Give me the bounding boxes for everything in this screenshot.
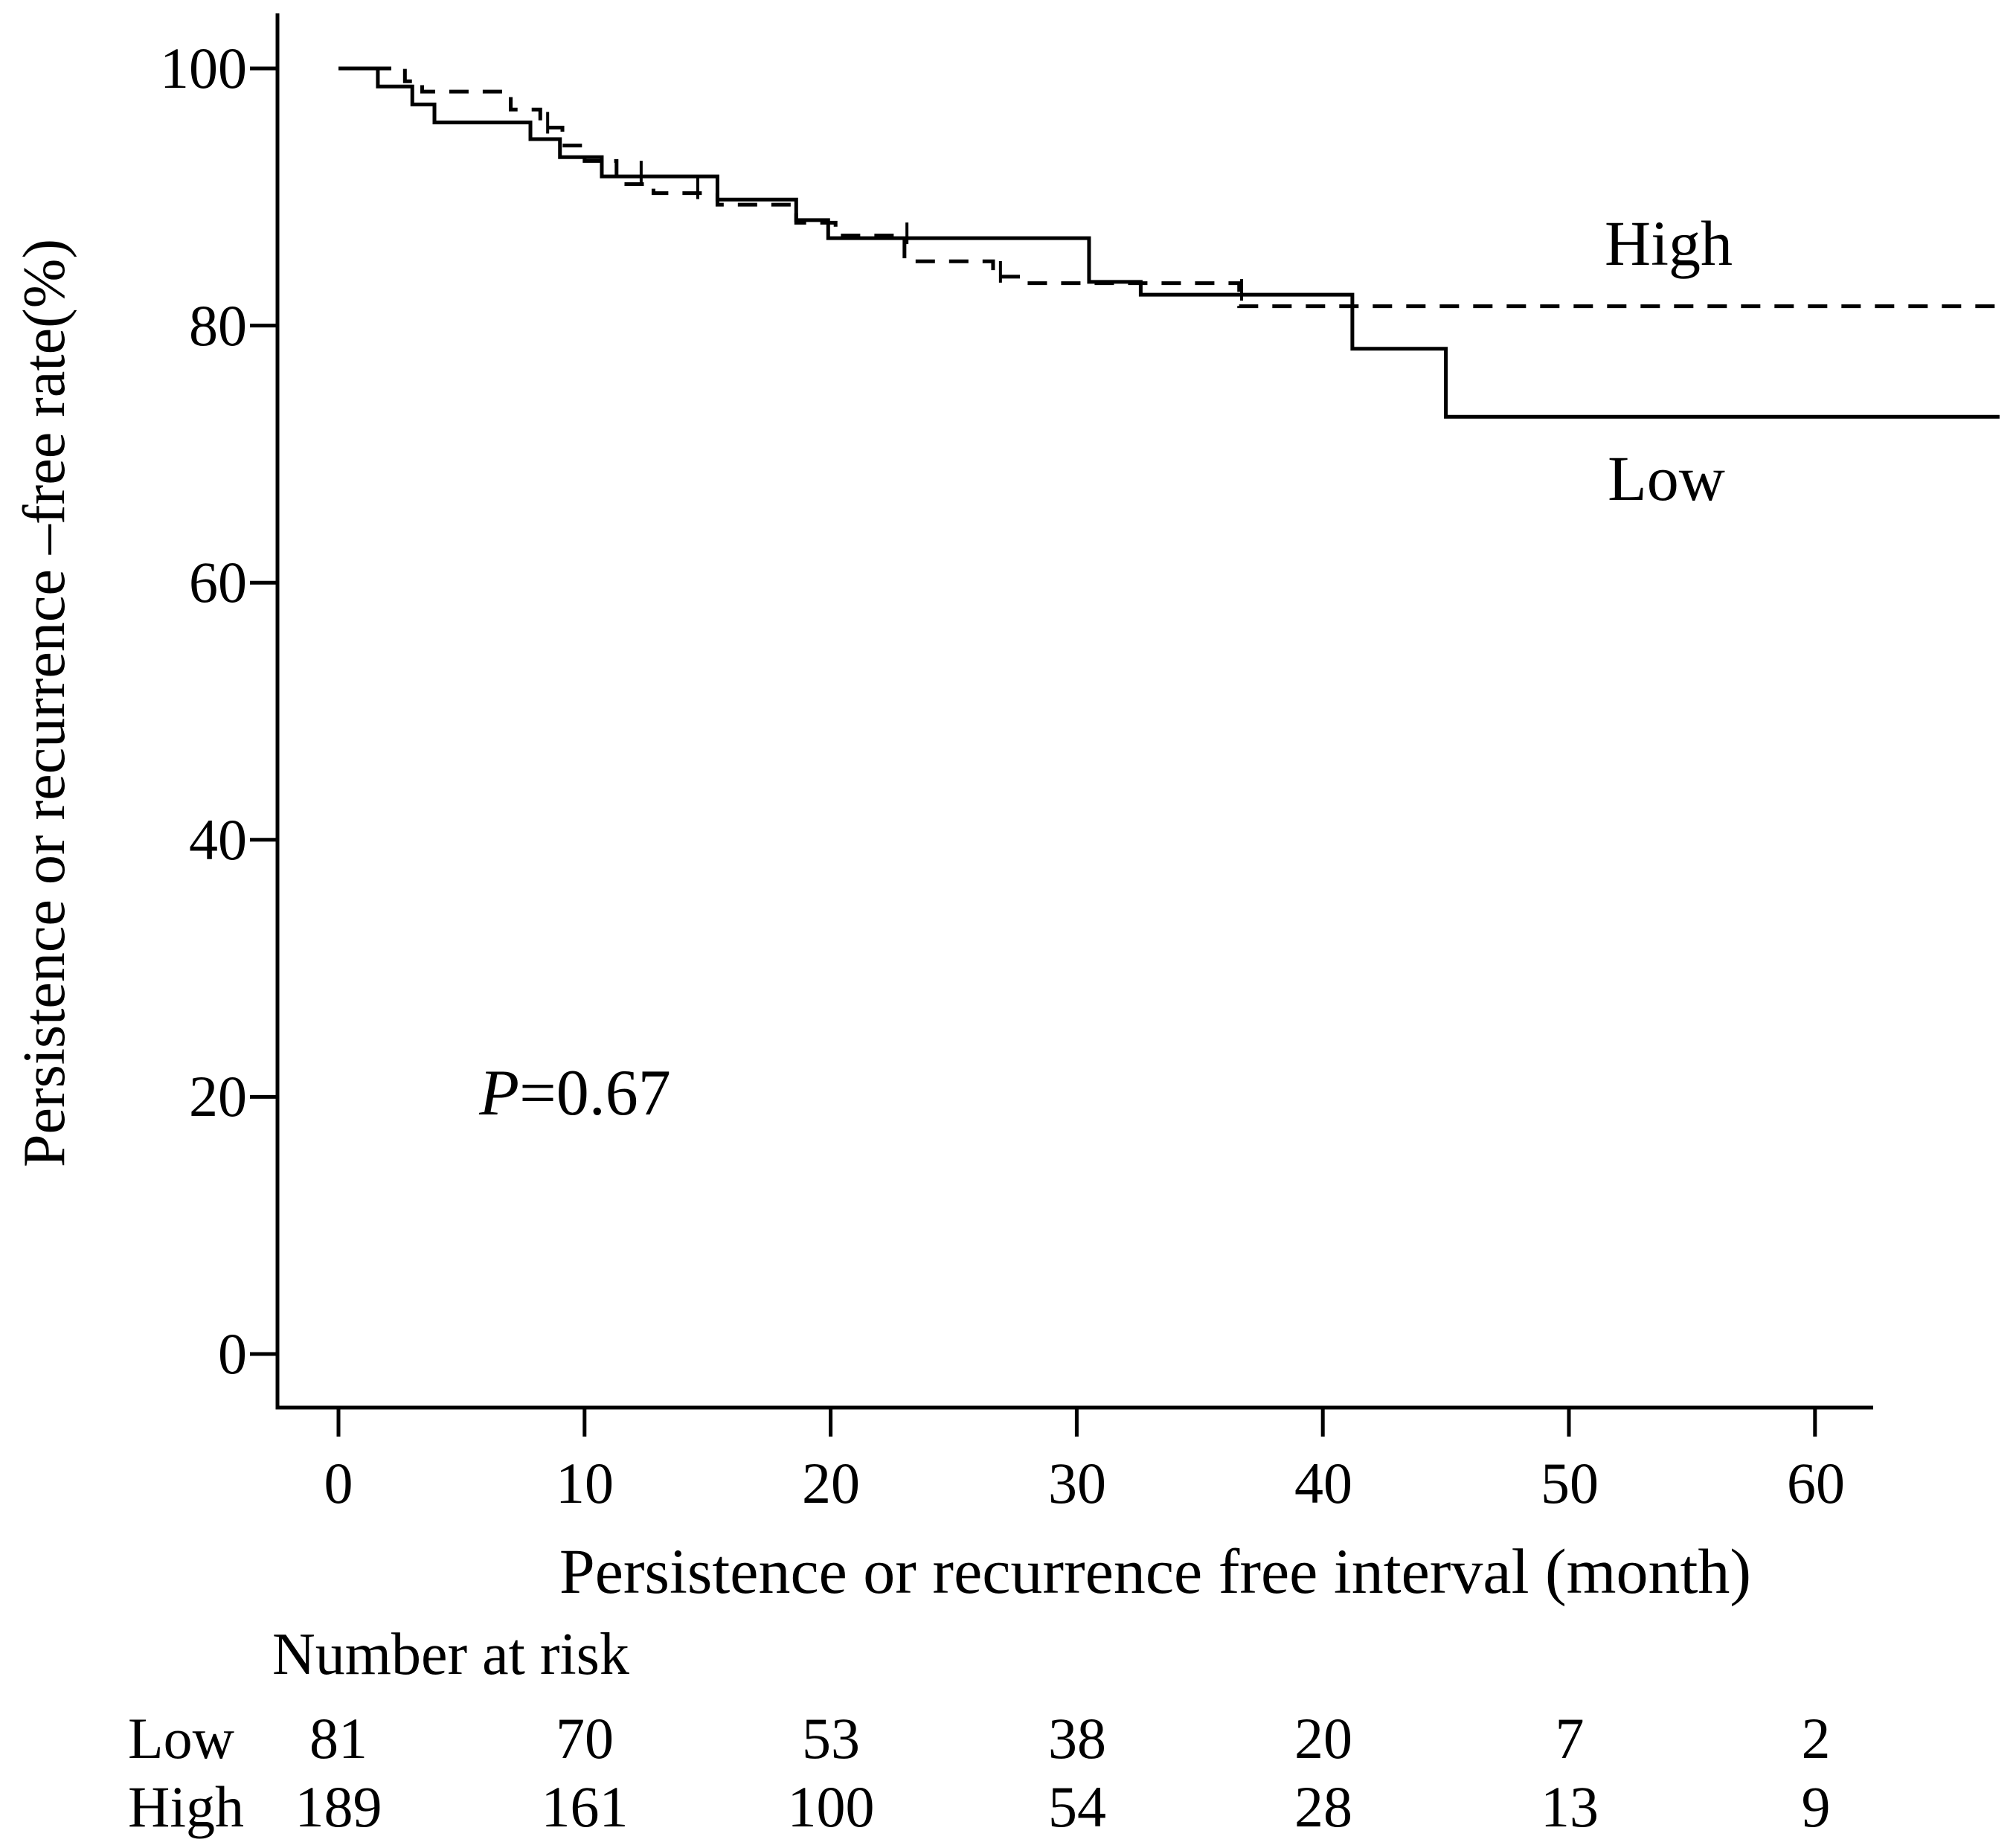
risk-row-label-low: Low <box>128 1706 234 1771</box>
risk-low-10: 70 <box>556 1706 614 1771</box>
p-value-annotation: P=0.67 <box>456 1056 694 1131</box>
risk-low-60: 2 <box>1801 1706 1831 1771</box>
risk-low-40: 20 <box>1294 1706 1352 1771</box>
risk-high-20: 100 <box>787 1774 875 1839</box>
risk-high-10: 161 <box>541 1774 629 1839</box>
risk-high-40: 28 <box>1294 1774 1352 1839</box>
y-tick-label-40: 40 <box>189 807 247 872</box>
y-tick-label-100: 100 <box>160 36 247 100</box>
curve-label-high: High <box>1605 208 1733 279</box>
y-tick-label-0: 0 <box>218 1321 247 1386</box>
x-tick-label-40: 40 <box>1294 1451 1352 1515</box>
y-tick-label-80: 80 <box>189 293 247 358</box>
curve-label-low: Low <box>1608 443 1725 514</box>
x-tick-label-10: 10 <box>556 1451 614 1515</box>
risk-low-20: 53 <box>802 1706 860 1771</box>
low-survival-curve <box>338 66 2000 419</box>
risk-high-60: 9 <box>1801 1774 1831 1839</box>
p-value-symbol: P <box>479 1057 520 1129</box>
y-tick-label-20: 20 <box>189 1064 247 1129</box>
number-at-risk-title: Number at risk <box>272 1622 629 1687</box>
x-tick-label-60: 60 <box>1787 1451 1845 1515</box>
x-tick-label-0: 0 <box>324 1451 353 1515</box>
risk-low-0: 81 <box>309 1706 367 1771</box>
y-axis-title: Persistence or recurrence –free rate(%) <box>12 238 77 1168</box>
risk-low-30: 38 <box>1048 1706 1106 1771</box>
risk-high-0: 189 <box>295 1774 382 1839</box>
p-value-number: =0.67 <box>519 1057 671 1129</box>
risk-low-50: 7 <box>1555 1706 1585 1771</box>
risk-high-30: 54 <box>1048 1774 1106 1839</box>
x-axis-title: Persistence or recurrence free interval … <box>559 1536 1752 1607</box>
x-tick-label-50: 50 <box>1541 1451 1599 1515</box>
x-tick-label-20: 20 <box>802 1451 860 1515</box>
x-tick-label-30: 30 <box>1048 1451 1106 1515</box>
risk-row-label-high: High <box>128 1774 244 1839</box>
y-tick-label-60: 60 <box>189 550 247 615</box>
risk-high-50: 13 <box>1541 1774 1599 1839</box>
